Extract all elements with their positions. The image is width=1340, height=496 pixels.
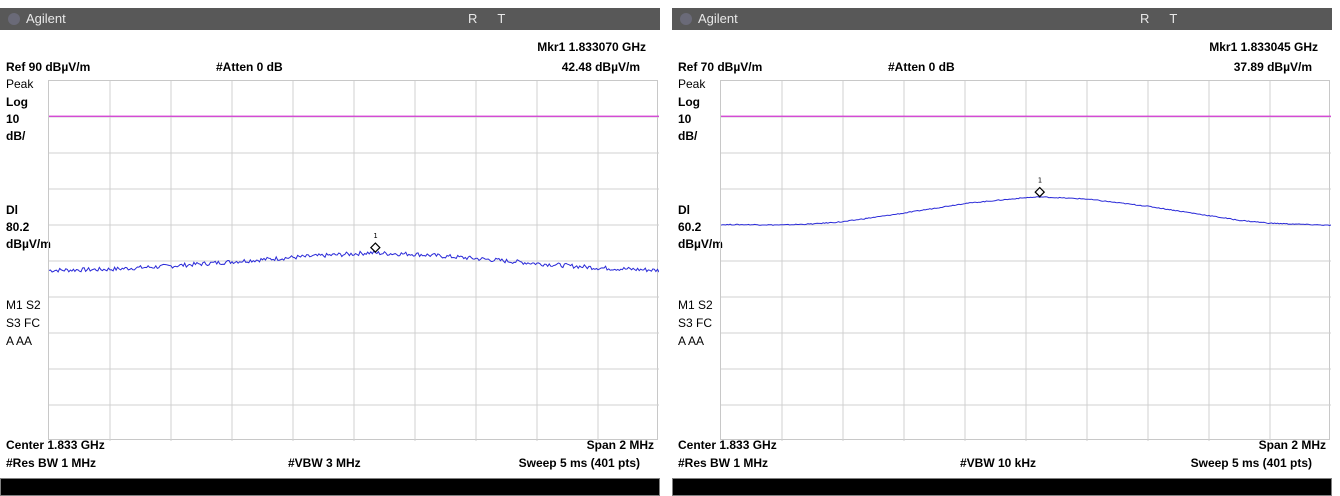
detector-mode: Peak — [678, 77, 706, 91]
sweep-time: Sweep 5 ms (401 pts) — [1190, 456, 1312, 470]
scale-type: Log — [678, 95, 700, 109]
marker-diamond — [1034, 186, 1046, 198]
display-line-value: 80.2 — [6, 220, 30, 234]
softkey-bar — [672, 478, 1332, 496]
display-line-value: 60.2 — [678, 220, 702, 234]
softkey-bar — [0, 478, 660, 496]
trace-graticule: 1 — [48, 80, 659, 441]
marker-frequency: Mkr1 1.833070 GHz — [537, 40, 646, 54]
video-bandwidth: #VBW 3 MHz — [288, 456, 361, 470]
marker-amplitude: 42.48 dBµV/m — [561, 60, 640, 74]
status-r: R — [468, 11, 480, 26]
detector-mode: Peak — [6, 77, 34, 91]
center-frequency: Center 1.833 GHz — [678, 438, 777, 452]
resolution-bandwidth: #Res BW 1 MHz — [6, 456, 97, 470]
video-bandwidth: #VBW 10 kHz — [960, 456, 1037, 470]
scale-unit: dB/ — [6, 129, 26, 143]
brand-label: Agilent — [698, 11, 738, 26]
span-value: Span 2 MHz — [1258, 438, 1326, 452]
scale-value: 10 — [678, 112, 692, 126]
brand-label: Agilent — [26, 11, 66, 26]
display-line-unit: dBµV/m — [6, 237, 51, 251]
mode-status-1: M1 S2 — [6, 298, 41, 312]
sweep-time: Sweep 5 ms (401 pts) — [518, 456, 640, 470]
resolution-bandwidth: #Res BW 1 MHz — [678, 456, 769, 470]
marker-number: 1 — [1038, 177, 1042, 185]
display-line-label: Dl — [6, 203, 18, 217]
scale-unit: dB/ — [678, 129, 698, 143]
mode-status-1: M1 S2 — [678, 298, 713, 312]
scale-type: Log — [6, 95, 28, 109]
display-line-label: Dl — [678, 203, 690, 217]
mode-status-2: S3 FC — [678, 316, 713, 330]
status-t: T — [1169, 11, 1180, 26]
marker-diamond — [370, 242, 381, 253]
mode-status-2: S3 FC — [6, 316, 41, 330]
status-r: R — [1140, 11, 1152, 26]
trace-plot: 1 — [49, 81, 659, 441]
agilent-logo-icon — [680, 13, 692, 25]
mode-status-3: A AA — [678, 334, 705, 348]
span-value: Span 2 MHz — [586, 438, 654, 452]
agilent-logo-icon — [8, 13, 20, 25]
spectrum-trace — [49, 250, 659, 273]
status-t: T — [497, 11, 508, 26]
attenuation: #Atten 0 dB — [888, 60, 955, 74]
trace-plot: 1 — [721, 81, 1331, 441]
marker-frequency: Mkr1 1.833045 GHz — [1209, 40, 1318, 54]
mode-status-3: A AA — [6, 334, 33, 348]
reference-level: Ref 70 dBµV/m — [678, 60, 763, 74]
display-line-unit: dBµV/m — [678, 237, 723, 251]
marker-amplitude: 37.89 dBµV/m — [1233, 60, 1312, 74]
trace-graticule: 1 — [720, 80, 1331, 441]
reference-level: Ref 90 dBµV/m — [6, 60, 91, 74]
center-frequency: Center 1.833 GHz — [6, 438, 105, 452]
scale-value: 10 — [6, 112, 20, 126]
marker-number: 1 — [373, 232, 377, 240]
attenuation: #Atten 0 dB — [216, 60, 283, 74]
spectrum-trace — [721, 196, 1331, 227]
